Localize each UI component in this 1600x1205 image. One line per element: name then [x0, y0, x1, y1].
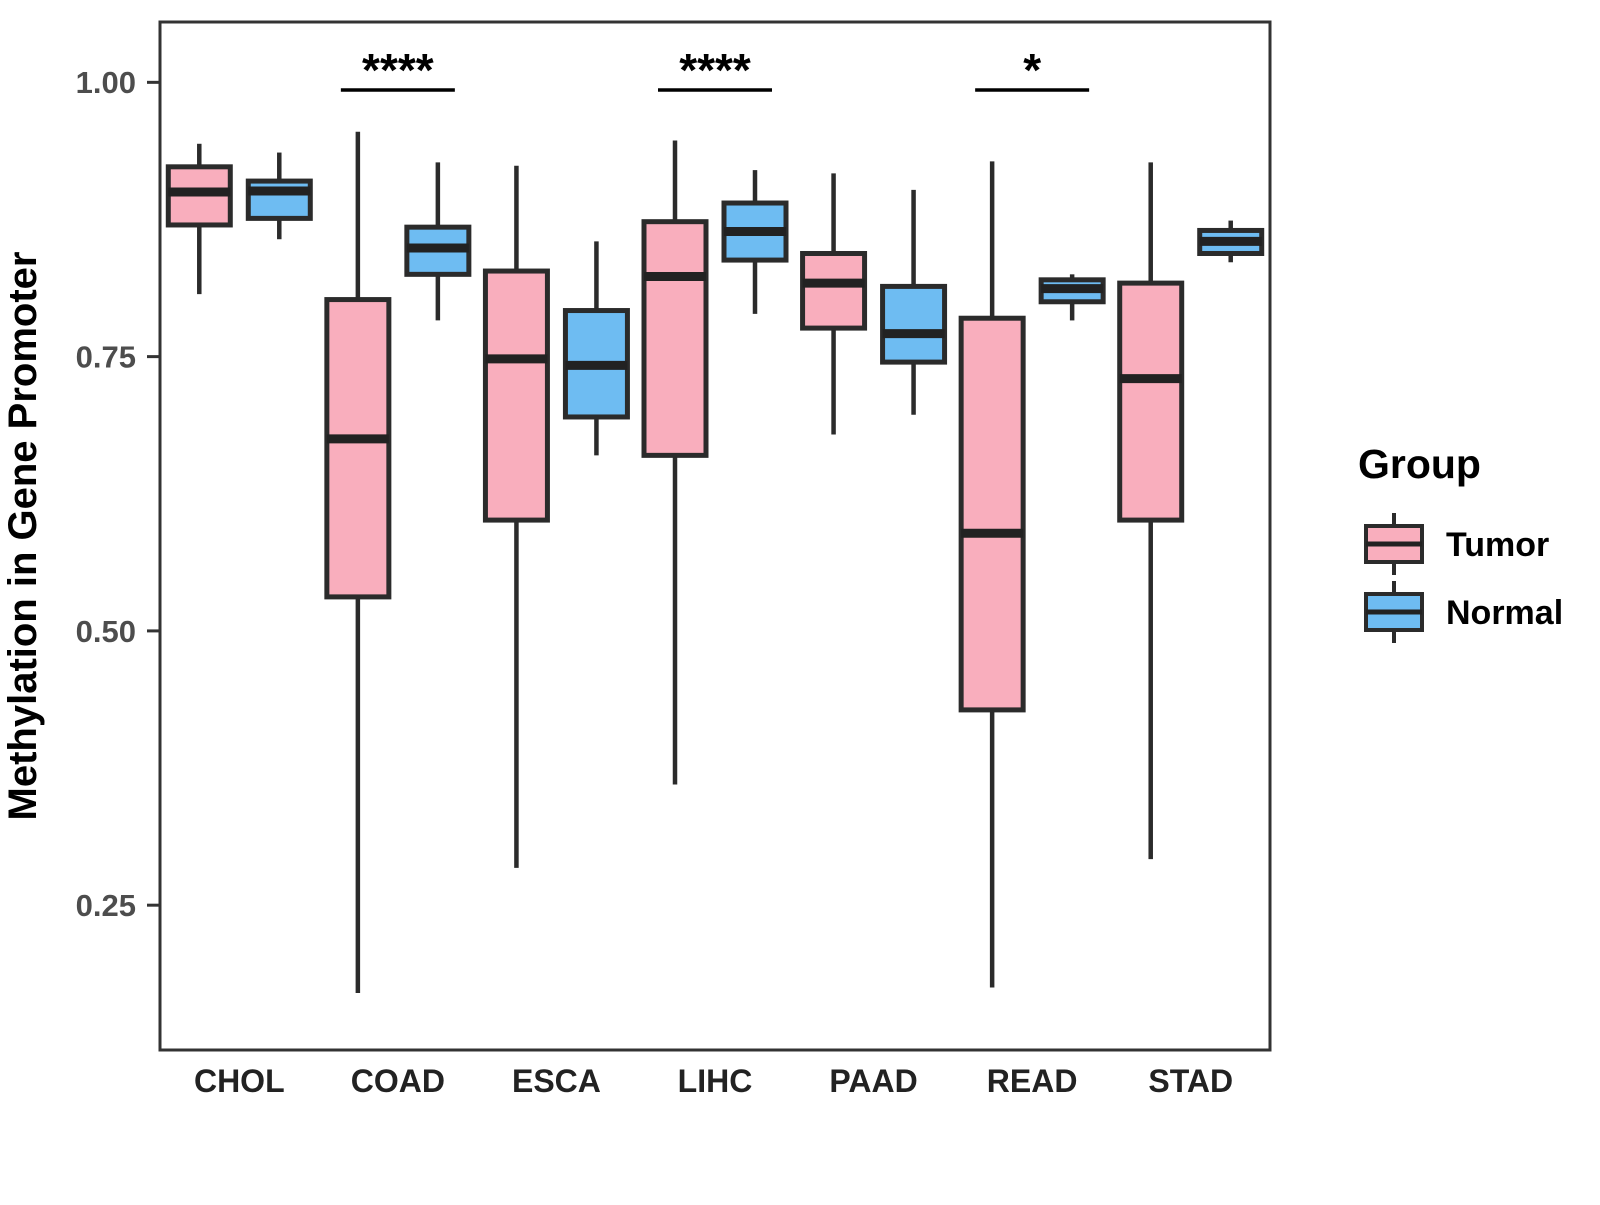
legend-title: Group: [1358, 441, 1481, 487]
box-esca-tumor: [482, 165, 550, 868]
x-tick-label-stad: STAD: [1148, 1063, 1233, 1099]
iqr-box: [1117, 280, 1185, 523]
y-axis-title: Methylation in Gene Promoter: [1, 252, 45, 821]
box-chol-normal: [245, 152, 313, 240]
y-tick-label: 0.25: [76, 888, 136, 923]
iqr-box: [641, 219, 709, 458]
x-tick-label-read: READ: [987, 1063, 1078, 1099]
box-read-normal: [1038, 274, 1106, 321]
x-tick-label-paad: PAAD: [829, 1063, 917, 1099]
x-tick-label-lihc: LIHC: [678, 1063, 753, 1099]
box-esca-normal: [562, 241, 630, 456]
y-tick-label: 0.50: [76, 614, 136, 649]
x-tick-label-esca: ESCA: [512, 1063, 601, 1099]
box-coad-normal: [404, 162, 472, 321]
significance-stars-read: *: [1023, 44, 1041, 96]
legend-key-tumor: [1364, 513, 1424, 575]
box-stad-normal: [1197, 220, 1265, 263]
box-chol-tumor: [165, 143, 233, 295]
iqr-box: [880, 283, 948, 365]
y-tick-label: 0.75: [76, 339, 136, 374]
legend-label-normal: Normal: [1446, 594, 1563, 632]
box-read-tumor: [958, 161, 1026, 988]
significance-stars-coad: ****: [362, 44, 434, 96]
box-coad-tumor: [324, 131, 392, 993]
box-paad-normal: [880, 189, 948, 415]
significance-stars-lihc: ****: [679, 44, 751, 96]
box-lihc-normal: [721, 170, 789, 314]
box-lihc-tumor: [641, 140, 709, 785]
box-paad-tumor: [800, 173, 868, 435]
x-tick-label-chol: CHOL: [194, 1063, 285, 1099]
x-tick-label-coad: COAD: [351, 1063, 445, 1099]
iqr-box: [324, 297, 392, 600]
iqr-box: [800, 250, 868, 331]
iqr-box: [482, 268, 550, 523]
legend-label-tumor: Tumor: [1446, 526, 1549, 564]
legend-key-normal: [1364, 581, 1424, 643]
panel-border: [158, 20, 1272, 1052]
iqr-box: [958, 315, 1026, 713]
y-tick-label: 1.00: [76, 65, 136, 100]
box-stad-tumor: [1117, 162, 1185, 860]
